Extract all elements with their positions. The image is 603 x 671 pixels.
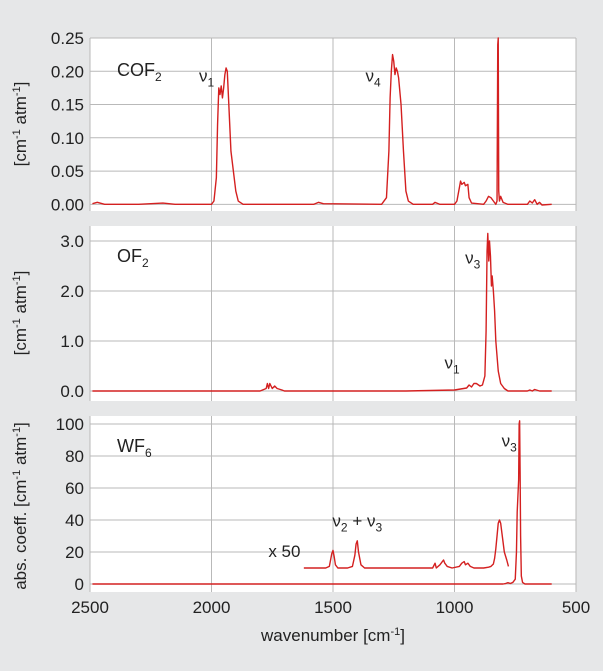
y-tick-label: 40 bbox=[65, 511, 84, 530]
y-tick-label: 60 bbox=[65, 479, 84, 498]
x-tick-label: 1500 bbox=[314, 598, 352, 617]
x-tick-label: 2000 bbox=[193, 598, 231, 617]
y-tick-label: 2.0 bbox=[60, 282, 84, 301]
y-tick-label: 0.20 bbox=[51, 62, 84, 81]
annotation-bottom-1: ν2 + ν3 bbox=[332, 511, 382, 534]
y-tick-label: 0.0 bbox=[60, 382, 84, 401]
species-label-bottom: WF6 bbox=[117, 436, 152, 460]
grid-layer bbox=[89, 37, 577, 592]
annotation-bottom-2: x 50 bbox=[268, 542, 300, 561]
x-tick-label: 2500 bbox=[71, 598, 109, 617]
annotation-top-1: ν4 bbox=[366, 66, 382, 89]
x-tick-label: 500 bbox=[562, 598, 590, 617]
y-tick-label: 1.0 bbox=[60, 332, 84, 351]
y-tick-label: 20 bbox=[65, 543, 84, 562]
y-axis-label-bottom: abs. coeff. [cm-1 atm-1] bbox=[11, 422, 30, 590]
y-tick-label: 0.25 bbox=[51, 29, 84, 48]
y-tick-label: 100 bbox=[56, 415, 84, 434]
y-tick-label: 0 bbox=[75, 575, 84, 594]
x-axis-label: wavenumber [cm-1] bbox=[260, 626, 405, 645]
y-tick-label: 3.0 bbox=[60, 232, 84, 251]
y-axis-label-top: [cm-1 atm-1] bbox=[11, 82, 30, 167]
data-layer bbox=[92, 37, 552, 585]
species-label-middle: OF2 bbox=[117, 246, 149, 270]
x-tick-label: 1000 bbox=[436, 598, 474, 617]
annotation-bottom-0: ν3 bbox=[502, 431, 518, 454]
y-tick-label: 0.10 bbox=[51, 129, 84, 148]
series-line-bottom-1 bbox=[92, 420, 552, 585]
annotation-middle-1: ν1 bbox=[444, 354, 460, 377]
y-tick-label: 0.00 bbox=[51, 195, 84, 214]
species-label-top: COF2 bbox=[117, 60, 162, 84]
series-line-bottom-0 bbox=[303, 519, 510, 569]
annotation-top-0: ν1 bbox=[199, 66, 215, 89]
y-tick-label: 0.15 bbox=[51, 96, 84, 115]
y-tick-label: 0.05 bbox=[51, 162, 84, 181]
annotation-middle-0: ν3 bbox=[465, 249, 481, 272]
series-line-top-0 bbox=[92, 37, 552, 206]
y-axis-label-middle: [cm-1 atm-1] bbox=[11, 271, 30, 356]
series-line-middle-0 bbox=[92, 232, 552, 392]
y-tick-label: 80 bbox=[65, 447, 84, 466]
